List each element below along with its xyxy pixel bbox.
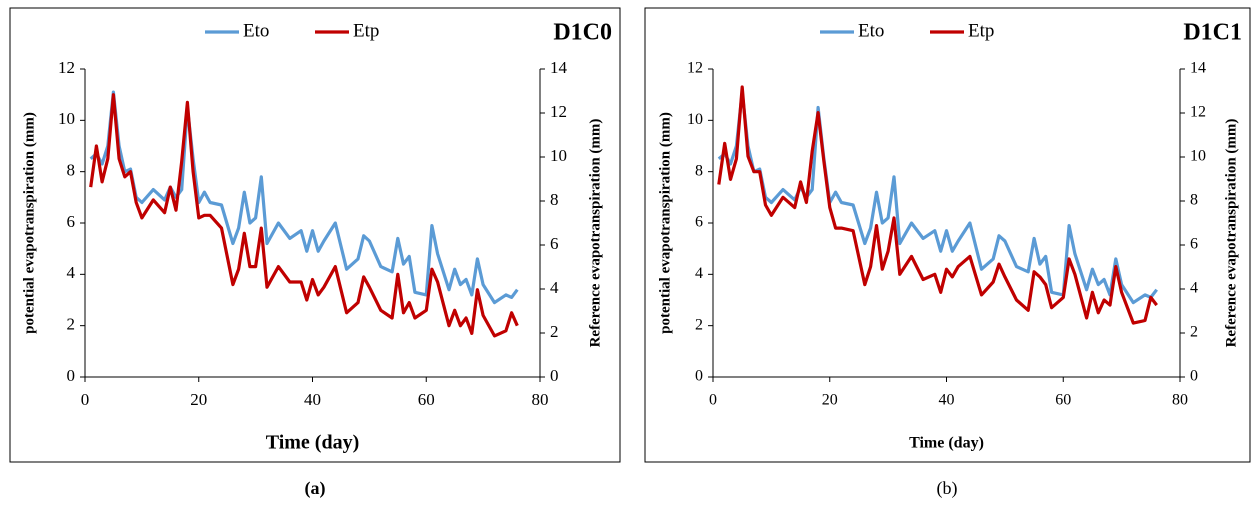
y2-tick-label: 12 bbox=[1190, 104, 1206, 121]
y-tick-label: 4 bbox=[695, 265, 703, 282]
series-line bbox=[717, 85, 1158, 325]
y2-axis-label: Reference evapotranspiration (mm) bbox=[587, 119, 603, 348]
y-tick-label: 4 bbox=[67, 263, 76, 282]
y2-tick-label: 14 bbox=[1190, 60, 1206, 77]
y-tick-label: 2 bbox=[67, 315, 76, 334]
y2-tick-label: 6 bbox=[1190, 236, 1198, 253]
x-axis-label: Time (day) bbox=[909, 435, 984, 452]
x-tick-label: 40 bbox=[939, 392, 955, 409]
x-tick-label: 80 bbox=[1172, 392, 1188, 409]
x-tick-label: 60 bbox=[1055, 392, 1071, 409]
y-tick-label: 6 bbox=[67, 212, 76, 231]
chart-title: D1C1 bbox=[1183, 20, 1242, 46]
x-tick-label: 20 bbox=[190, 390, 207, 409]
x-tick-label: 80 bbox=[532, 390, 549, 409]
y2-tick-label: 2 bbox=[550, 322, 559, 341]
x-tick-label: 20 bbox=[822, 392, 838, 409]
legend-label: Etp bbox=[968, 20, 994, 41]
y2-tick-label: 0 bbox=[1190, 368, 1198, 385]
y2-tick-label: 10 bbox=[550, 146, 567, 165]
y-tick-label: 0 bbox=[67, 366, 76, 385]
legend-label: Eto bbox=[243, 20, 269, 41]
x-tick-label: 0 bbox=[81, 390, 90, 409]
panel-frame bbox=[9, 7, 621, 463]
y2-tick-label: 12 bbox=[550, 102, 567, 121]
x-tick-label: 0 bbox=[709, 392, 717, 409]
y-tick-label: 10 bbox=[58, 109, 75, 128]
y2-tick-label: 4 bbox=[1190, 280, 1198, 297]
legend-label: Eto bbox=[858, 20, 884, 41]
y-tick-label: 8 bbox=[695, 162, 703, 179]
y-tick-label: 0 bbox=[695, 368, 703, 385]
y2-tick-label: 6 bbox=[550, 234, 559, 253]
y-tick-label: 6 bbox=[695, 214, 703, 231]
series-line bbox=[89, 93, 519, 338]
y2-tick-label: 0 bbox=[550, 366, 559, 385]
caption: (b) bbox=[937, 478, 958, 499]
chart-title: D1C0 bbox=[553, 20, 612, 46]
y-tick-label: 12 bbox=[687, 60, 703, 77]
y2-tick-label: 8 bbox=[1190, 192, 1198, 209]
series-line bbox=[717, 90, 1158, 305]
y2-tick-label: 10 bbox=[1190, 148, 1206, 165]
y2-axis-label: Reference evapotranspiration (mm) bbox=[1223, 119, 1239, 348]
x-tick-label: 60 bbox=[418, 390, 435, 409]
series-line bbox=[89, 90, 519, 305]
y-tick-label: 10 bbox=[687, 111, 703, 128]
panel-frame bbox=[644, 7, 1251, 463]
y-tick-label: 2 bbox=[695, 316, 703, 333]
y-tick-label: 12 bbox=[58, 58, 75, 77]
chart-panel: 0 2 4 6 8 10 12 0 2 4 6 8 10 12 14 0 20 40 60 80 Time (day) p… bbox=[644, 7, 1251, 499]
chart-panel: 0 2 4 6 8 10 12 0 2 4 6 8 10 12 14 0 20 40 60 80 Time (day) p… bbox=[9, 7, 621, 499]
caption: (a) bbox=[305, 478, 326, 499]
y-axis-label: potential evapotranspiration (mm) bbox=[657, 112, 673, 334]
x-axis-label: Time (day) bbox=[266, 432, 360, 454]
y-tick-label: 8 bbox=[67, 161, 76, 180]
legend-label: Etp bbox=[353, 20, 379, 41]
x-tick-label: 40 bbox=[304, 390, 321, 409]
y2-tick-label: 2 bbox=[1190, 324, 1198, 341]
y-axis-label: potential evapotranspiration (mm) bbox=[21, 112, 37, 334]
y2-tick-label: 4 bbox=[550, 278, 559, 297]
y2-tick-label: 14 bbox=[550, 58, 568, 77]
y2-tick-label: 8 bbox=[550, 190, 559, 209]
